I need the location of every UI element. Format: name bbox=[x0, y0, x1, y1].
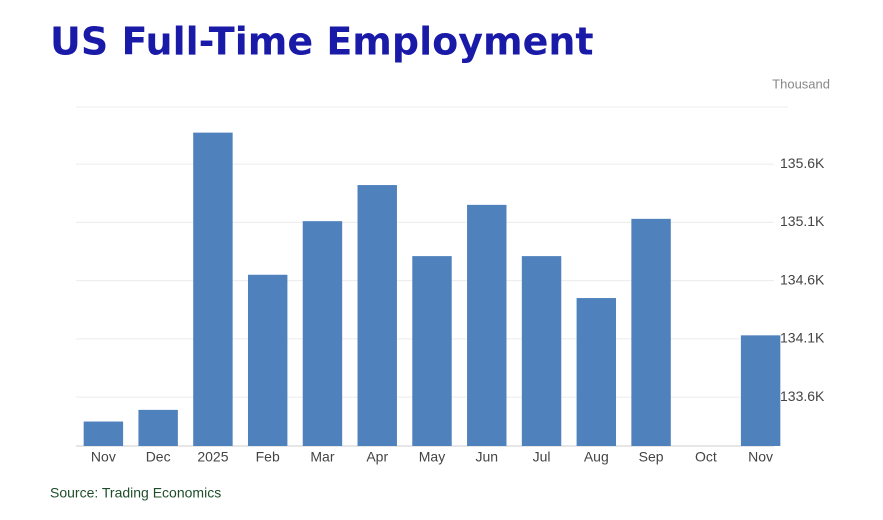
bar bbox=[302, 221, 343, 446]
bar bbox=[193, 132, 233, 447]
y-tick-label: 134.1K bbox=[780, 330, 825, 346]
x-tick-label: May bbox=[419, 449, 445, 465]
y-tick-label: 135.1K bbox=[780, 213, 825, 229]
x-tick-label: Apr bbox=[366, 449, 388, 465]
x-tick-label: Nov bbox=[91, 449, 116, 465]
bar bbox=[138, 409, 178, 446]
x-tick-label: 2025 bbox=[197, 449, 228, 465]
y-tick-label: 134.6K bbox=[780, 271, 825, 287]
x-tick-label: Feb bbox=[256, 449, 280, 465]
x-tick-label: Jun bbox=[475, 449, 498, 465]
x-tick-label: Aug bbox=[584, 449, 609, 465]
bar bbox=[357, 185, 397, 446]
bar bbox=[631, 218, 671, 446]
unit-label: Thousand bbox=[772, 76, 830, 91]
x-tick-label: Jul bbox=[533, 449, 551, 465]
source: Source: Trading Economics bbox=[50, 485, 221, 501]
x-tick-label: Nov bbox=[748, 449, 773, 465]
x-tick-label: Oct bbox=[695, 449, 717, 465]
x-tick-label: Sep bbox=[639, 449, 664, 465]
x-tick-label: Mar bbox=[310, 449, 334, 465]
bar bbox=[467, 204, 507, 446]
x-tick-label: Dec bbox=[146, 449, 171, 465]
bar bbox=[740, 335, 781, 446]
chart-title: US Full-Time Employment bbox=[50, 20, 594, 64]
y-tick-label: 133.6K bbox=[780, 388, 825, 404]
bar bbox=[83, 421, 124, 446]
bar bbox=[412, 256, 452, 446]
bar bbox=[576, 298, 617, 446]
y-tick-label: 135.6K bbox=[780, 155, 825, 171]
bar bbox=[247, 274, 288, 446]
bar bbox=[521, 256, 562, 446]
